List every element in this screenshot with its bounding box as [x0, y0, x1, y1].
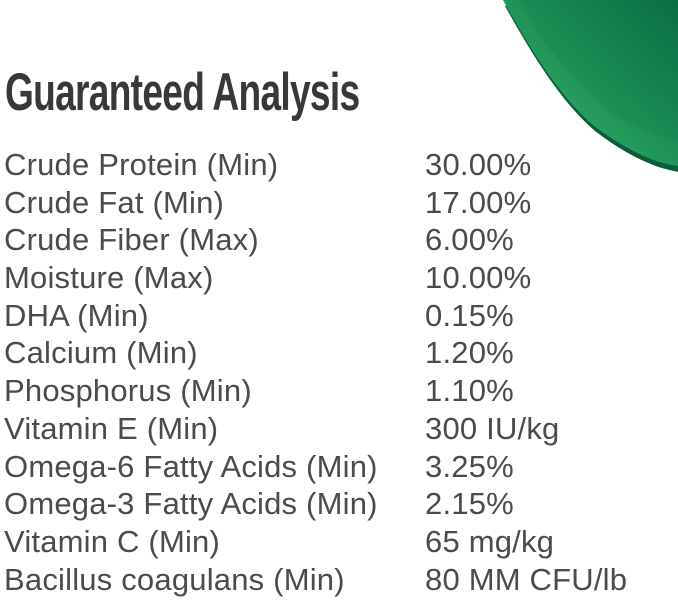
swoosh-body — [503, 0, 678, 166]
nutrient-value: 1.20% — [425, 335, 514, 371]
nutrient-label: Crude Fiber (Max) — [4, 222, 259, 258]
analysis-row: Omega-6 Fatty Acids (Min) 3.25% — [4, 448, 664, 486]
analysis-row: Calcium (Min) 1.20% — [4, 334, 664, 372]
nutrient-value: 80 MM CFU/lb — [425, 561, 628, 597]
analysis-row: Crude Fat (Min) 17.00% — [4, 184, 664, 222]
analysis-row: Crude Protein (Min) 30.00% — [4, 146, 664, 184]
nutrient-label: DHA (Min) — [4, 297, 149, 333]
nutrient-value: 10.00% — [425, 260, 532, 296]
nutrient-label: Vitamin E (Min) — [4, 410, 219, 446]
nutrient-label: Crude Protein (Min) — [4, 147, 279, 182]
nutrient-value: 6.00% — [425, 222, 514, 258]
analysis-table: Crude Protein (Min) 30.00% Crude Fat (Mi… — [4, 146, 664, 598]
analysis-row: Vitamin C (Min) 65 mg/kg — [4, 523, 664, 561]
nutrient-label: Omega-3 Fatty Acids (Min) — [4, 486, 378, 522]
nutrient-label: Crude Fat (Min) — [4, 184, 225, 220]
analysis-row: Vitamin E (Min) 300 IU/kg — [4, 410, 664, 448]
nutrient-value: 0.15% — [425, 297, 514, 333]
nutrient-label: Omega-6 Fatty Acids (Min) — [4, 448, 378, 484]
nutrient-value: 3.25% — [425, 448, 514, 484]
nutrient-value: 17.00% — [425, 184, 532, 220]
nutrient-label: Phosphorus (Min) — [4, 373, 252, 409]
nutrient-value: 2.15% — [425, 486, 514, 522]
nutrient-value: 30.00% — [425, 147, 532, 182]
nutrient-label: Vitamin C (Min) — [4, 523, 221, 559]
nutrient-label: Bacillus coagulans (Min) — [4, 561, 345, 597]
analysis-row: Omega-3 Fatty Acids (Min) 2.15% — [4, 485, 664, 523]
analysis-row: Crude Fiber (Max) 6.00% — [4, 221, 664, 259]
analysis-row: Phosphorus (Min) 1.10% — [4, 372, 664, 410]
page-title: Guaranteed Analysis — [5, 63, 360, 122]
nutrient-value: 1.10% — [425, 373, 514, 409]
analysis-row: Moisture (Max) 10.00% — [4, 259, 664, 297]
swoosh-highlight — [503, 0, 678, 166]
nutrient-label: Moisture (Max) — [4, 260, 214, 296]
nutrient-label: Calcium (Min) — [4, 335, 198, 371]
analysis-row: Bacillus coagulans (Min) 80 MM CFU/lb — [4, 561, 664, 599]
nutrient-value: 300 IU/kg — [425, 410, 560, 446]
analysis-row: DHA (Min) 0.15% — [4, 297, 664, 335]
nutrient-value: 65 mg/kg — [425, 523, 555, 559]
